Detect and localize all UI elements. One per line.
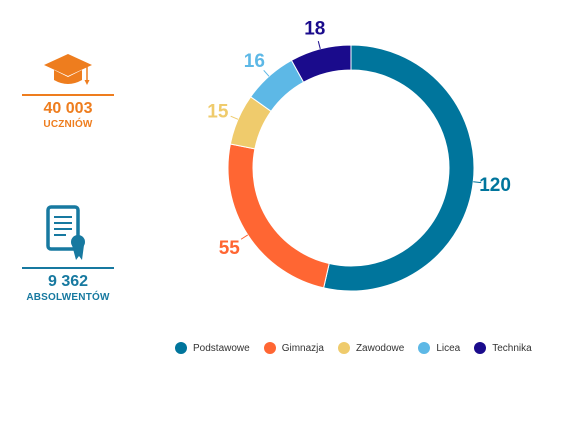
- legend-swatch: [175, 342, 187, 354]
- data-label-licea: 16: [244, 51, 265, 72]
- legend-item-zawodowe[interactable]: Zawodowe: [337, 342, 405, 354]
- chart-legend: Podstawowe Gimnazja Zawodowe Licea Technika: [175, 342, 546, 354]
- leader-line-podstawowe: [473, 181, 482, 184]
- graduates-label: ABSOLWENTÓW: [26, 292, 110, 303]
- legend-swatch: [337, 342, 350, 354]
- legend-label: Gimnazja: [281, 342, 324, 354]
- students-count: 40 003: [43, 100, 93, 117]
- legend-swatch: [418, 342, 431, 354]
- legend-swatch: [263, 342, 276, 354]
- legend-item-gimnazja[interactable]: Gimnazja: [263, 342, 324, 354]
- donut-slice-podstawowe[interactable]: [323, 44, 475, 292]
- leader-line-gimnazja: [240, 234, 249, 240]
- leader-line-technika: [317, 41, 321, 50]
- data-label-technika: 18: [304, 19, 325, 40]
- legend-item-technika[interactable]: Technika: [474, 342, 532, 354]
- legend-label: Podstawowe: [193, 342, 250, 354]
- graduation-cap-icon: [44, 54, 92, 85]
- diploma-certificate-icon: [46, 205, 85, 260]
- graduates-stat: 9 362 ABSOLWENTÓW: [22, 205, 114, 305]
- legend-item-licea[interactable]: Licea: [418, 342, 460, 354]
- students-divider: [22, 94, 114, 96]
- leader-line-licea: [263, 69, 270, 77]
- legend-label: Technika: [492, 342, 532, 354]
- legend-item-podstawowe[interactable]: Podstawowe: [175, 342, 250, 354]
- legend-swatch: [474, 342, 487, 354]
- data-label-podstawowe: 120: [479, 175, 511, 196]
- legend-label: Zawodowe: [355, 342, 405, 354]
- data-label-zawodowe: 15: [207, 102, 229, 123]
- leader-line-zawodowe: [230, 115, 239, 120]
- data-label-gimnazja: 55: [219, 238, 241, 259]
- students-label: UCZNIÓW: [43, 119, 93, 130]
- legend-label: Licea: [436, 342, 461, 354]
- donut-slice-technika[interactable]: [290, 44, 352, 83]
- graduates-count: 9 362: [47, 273, 89, 290]
- donut-slice-gimnazja[interactable]: [227, 143, 330, 289]
- graduates-divider: [22, 267, 114, 269]
- students-stat: 40 003 UCZNIÓW: [22, 50, 114, 132]
